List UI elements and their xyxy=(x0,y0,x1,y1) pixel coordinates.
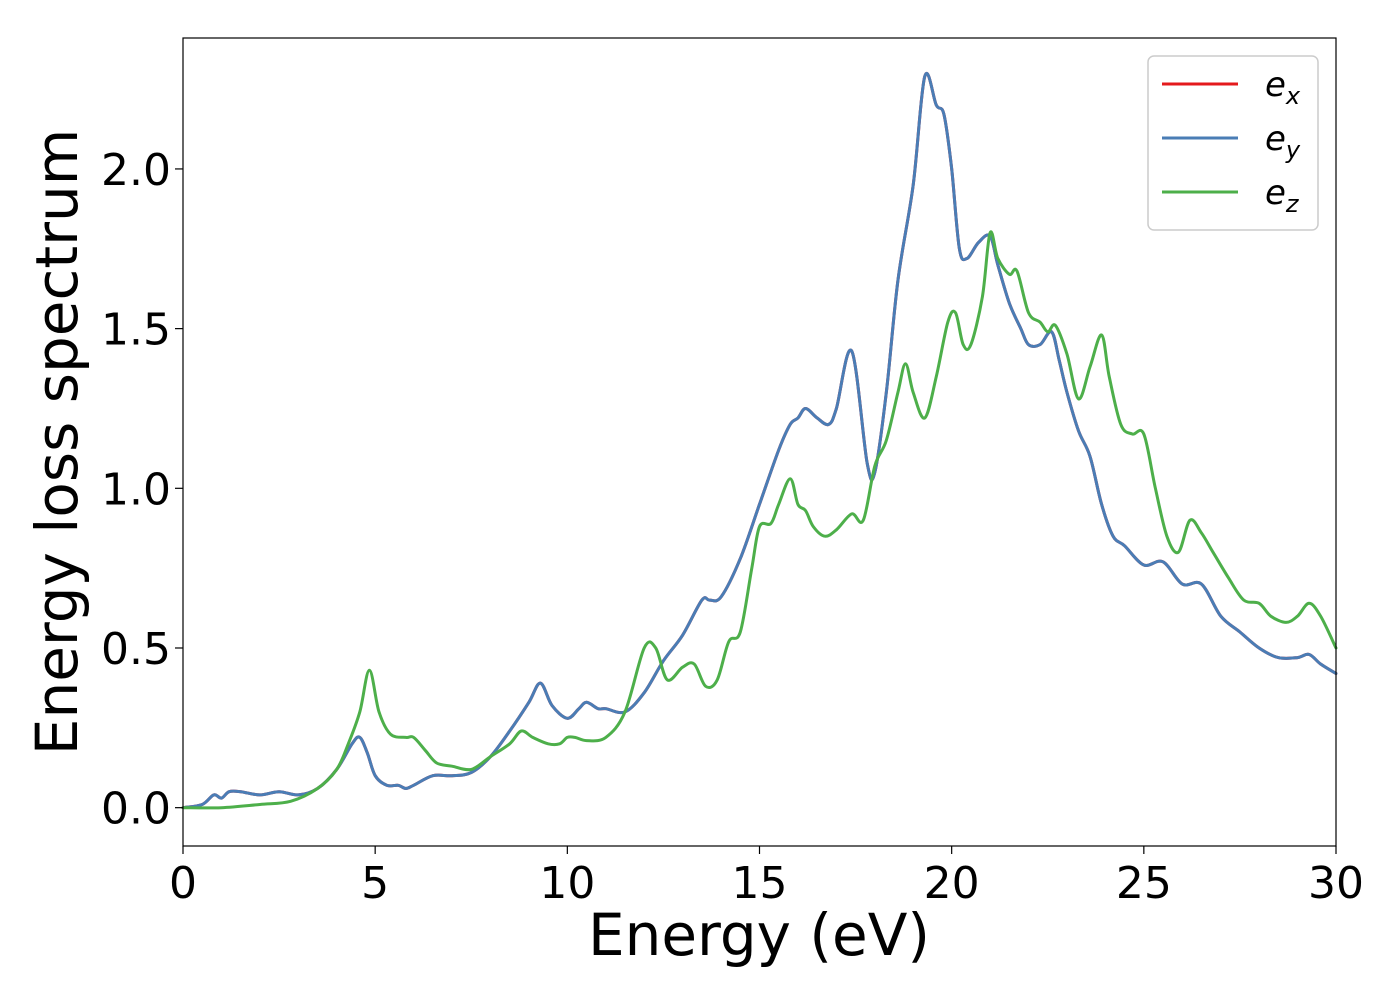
y-tick-label: 1.0 xyxy=(101,464,171,515)
legend-label-x: ex xyxy=(1265,65,1301,110)
legend-label-z: ez xyxy=(1265,173,1300,218)
legend-label-y: ey xyxy=(1265,119,1301,164)
x-tick-label: 20 xyxy=(924,858,980,909)
legend-box xyxy=(1147,55,1319,231)
y-axis-title: Energy loss spectrum xyxy=(23,129,91,755)
plot-area xyxy=(183,38,1336,846)
y-tick-label: 1.5 xyxy=(101,305,171,356)
x-tick-label: 0 xyxy=(169,858,197,909)
x-axis-title: Energy (eV) xyxy=(588,901,930,969)
y-tick-label: 0.0 xyxy=(101,784,171,835)
series-line-y xyxy=(181,71,1338,810)
series-lines xyxy=(181,71,1338,810)
series-line-z xyxy=(181,230,1338,810)
y-tick-label: 2.0 xyxy=(101,145,171,196)
x-tick-label: 15 xyxy=(732,858,788,909)
x-tick-label: 30 xyxy=(1308,858,1364,909)
x-tick-label: 10 xyxy=(539,858,595,909)
y-tick-label: 0.5 xyxy=(101,624,171,675)
y-axis-ticks: 0.0 0.5 1.0 1.5 2.0 xyxy=(101,145,183,835)
x-tick-label: 25 xyxy=(1116,858,1172,909)
x-axis-ticks: 0 5 10 15 20 25 30 xyxy=(169,846,1364,909)
legend: ex ey ez xyxy=(1147,55,1319,231)
x-tick-label: 5 xyxy=(361,858,389,909)
